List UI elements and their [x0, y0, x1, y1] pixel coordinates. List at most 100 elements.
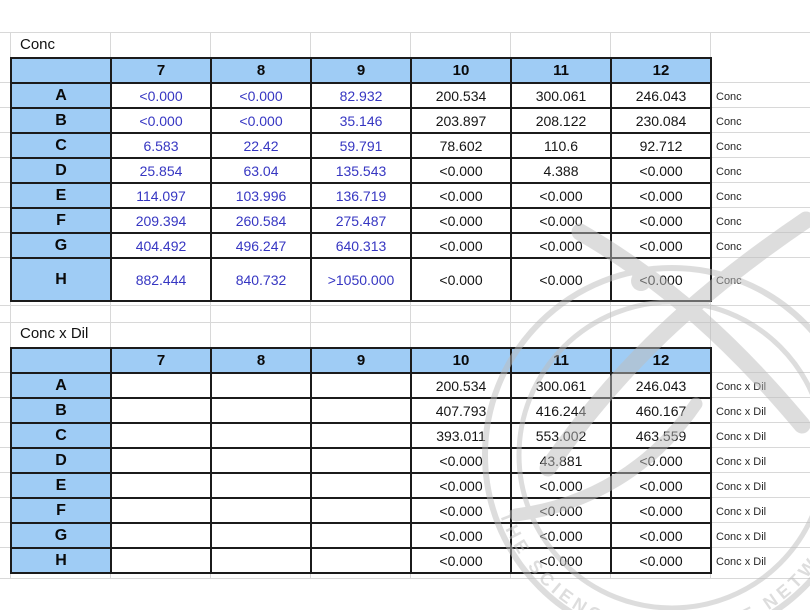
- table2-cell-D9[interactable]: [312, 449, 412, 474]
- table1-row-label-F[interactable]: F: [12, 209, 112, 234]
- table2-column-header-9[interactable]: 9: [312, 349, 412, 374]
- table2-cell-B11[interactable]: 416.244: [512, 399, 612, 424]
- table2-cell-H10[interactable]: <0.000: [412, 549, 512, 574]
- table1-cell-B7[interactable]: <0.000: [112, 109, 212, 134]
- table1-cell-B12[interactable]: 230.084: [612, 109, 712, 134]
- table2-cell-C7[interactable]: [112, 424, 212, 449]
- table1-cell-E11[interactable]: <0.000: [512, 184, 612, 209]
- table1-cell-E7[interactable]: 114.097: [112, 184, 212, 209]
- table2-cell-A10[interactable]: 200.534: [412, 374, 512, 399]
- table2-column-header-10[interactable]: 10: [412, 349, 512, 374]
- table1-cell-C11[interactable]: 110.6: [512, 134, 612, 159]
- table2-row-label-H[interactable]: H: [12, 549, 112, 574]
- table2-cell-G7[interactable]: [112, 524, 212, 549]
- table1-cell-D8[interactable]: 63.04: [212, 159, 312, 184]
- table1-cell-B8[interactable]: <0.000: [212, 109, 312, 134]
- table2-cell-F10[interactable]: <0.000: [412, 499, 512, 524]
- table2-cell-F9[interactable]: [312, 499, 412, 524]
- table1-column-header-9[interactable]: 9: [312, 59, 412, 84]
- table2-column-header-11[interactable]: 11: [512, 349, 612, 374]
- table2-cell-C9[interactable]: [312, 424, 412, 449]
- table2-row-label-F[interactable]: F: [12, 499, 112, 524]
- table1-cell-D7[interactable]: 25.854: [112, 159, 212, 184]
- table1-cell-H8[interactable]: 840.732: [212, 259, 312, 302]
- table2-cell-A12[interactable]: 246.043: [612, 374, 712, 399]
- table1-cell-G8[interactable]: 496.247: [212, 234, 312, 259]
- table1-row-label-B[interactable]: B: [12, 109, 112, 134]
- table2-column-header-7[interactable]: 7: [112, 349, 212, 374]
- table1-cell-E8[interactable]: 103.996: [212, 184, 312, 209]
- table2-cell-G11[interactable]: <0.000: [512, 524, 612, 549]
- table1-cell-C12[interactable]: 92.712: [612, 134, 712, 159]
- table2-cell-F8[interactable]: [212, 499, 312, 524]
- table2-corner-cell[interactable]: [12, 349, 112, 374]
- table1-cell-F11[interactable]: <0.000: [512, 209, 612, 234]
- table2-cell-F12[interactable]: <0.000: [612, 499, 712, 524]
- table2-row-annotation-H[interactable]: Conc x Dil: [716, 555, 767, 568]
- table2-row-annotation-A[interactable]: Conc x Dil: [716, 380, 767, 393]
- table1-row-label-A[interactable]: A: [12, 84, 112, 109]
- table2-cell-C10[interactable]: 393.011: [412, 424, 512, 449]
- table1-row-annotation-C[interactable]: Conc: [716, 140, 742, 153]
- table2-cell-C12[interactable]: 463.559: [612, 424, 712, 449]
- table1-cell-C9[interactable]: 59.791: [312, 134, 412, 159]
- table2-cell-D11[interactable]: 43.881: [512, 449, 612, 474]
- table2-cell-G8[interactable]: [212, 524, 312, 549]
- table1-corner-cell[interactable]: [12, 59, 112, 84]
- table2-row-annotation-E[interactable]: Conc x Dil: [716, 480, 767, 493]
- table1-cell-E12[interactable]: <0.000: [612, 184, 712, 209]
- table1-cell-A11[interactable]: 300.061: [512, 84, 612, 109]
- table2-cell-F7[interactable]: [112, 499, 212, 524]
- table1-cell-A7[interactable]: <0.000: [112, 84, 212, 109]
- table1-row-label-E[interactable]: E: [12, 184, 112, 209]
- table2-cell-G10[interactable]: <0.000: [412, 524, 512, 549]
- table1-cell-D10[interactable]: <0.000: [412, 159, 512, 184]
- table1-title-cell[interactable]: Conc: [20, 36, 56, 53]
- table1-column-header-12[interactable]: 12: [612, 59, 712, 84]
- table1-cell-A8[interactable]: <0.000: [212, 84, 312, 109]
- table2-cell-A11[interactable]: 300.061: [512, 374, 612, 399]
- table1-cell-G12[interactable]: <0.000: [612, 234, 712, 259]
- table1-cell-H12[interactable]: <0.000: [612, 259, 712, 302]
- table2-cell-G9[interactable]: [312, 524, 412, 549]
- table2-cell-A8[interactable]: [212, 374, 312, 399]
- table1-column-header-11[interactable]: 11: [512, 59, 612, 84]
- table1-cell-H9[interactable]: >1050.000: [312, 259, 412, 302]
- table2-column-header-12[interactable]: 12: [612, 349, 712, 374]
- table2-row-label-B[interactable]: B: [12, 399, 112, 424]
- table2-cell-E9[interactable]: [312, 474, 412, 499]
- table1-cell-H11[interactable]: <0.000: [512, 259, 612, 302]
- table2-row-label-E[interactable]: E: [12, 474, 112, 499]
- table2-row-annotation-D[interactable]: Conc x Dil: [716, 455, 767, 468]
- table1-cell-H10[interactable]: <0.000: [412, 259, 512, 302]
- table1-cell-B9[interactable]: 35.146: [312, 109, 412, 134]
- table1-cell-E9[interactable]: 136.719: [312, 184, 412, 209]
- table1-cell-F8[interactable]: 260.584: [212, 209, 312, 234]
- table1-row-annotation-B[interactable]: Conc: [716, 115, 742, 128]
- table1-row-label-D[interactable]: D: [12, 159, 112, 184]
- table2-column-header-8[interactable]: 8: [212, 349, 312, 374]
- table2-cell-B7[interactable]: [112, 399, 212, 424]
- table2-cell-B10[interactable]: 407.793: [412, 399, 512, 424]
- table2-row-annotation-F[interactable]: Conc x Dil: [716, 505, 767, 518]
- table2-cell-H8[interactable]: [212, 549, 312, 574]
- table2-title-cell[interactable]: Conc x Dil: [20, 325, 89, 342]
- table1-cell-C8[interactable]: 22.42: [212, 134, 312, 159]
- table1-column-header-7[interactable]: 7: [112, 59, 212, 84]
- table1-cell-F7[interactable]: 209.394: [112, 209, 212, 234]
- table2-cell-A9[interactable]: [312, 374, 412, 399]
- table2-cell-H9[interactable]: [312, 549, 412, 574]
- table1-cell-C7[interactable]: 6.583: [112, 134, 212, 159]
- table2-row-label-A[interactable]: A: [12, 374, 112, 399]
- table1-row-annotation-F[interactable]: Conc: [716, 215, 742, 228]
- table2-cell-D7[interactable]: [112, 449, 212, 474]
- table1-cell-E10[interactable]: <0.000: [412, 184, 512, 209]
- table1-row-label-C[interactable]: C: [12, 134, 112, 159]
- table1-column-header-10[interactable]: 10: [412, 59, 512, 84]
- table2-cell-A7[interactable]: [112, 374, 212, 399]
- table2-cell-H12[interactable]: <0.000: [612, 549, 712, 574]
- table2-cell-E8[interactable]: [212, 474, 312, 499]
- table2-cell-C11[interactable]: 553.002: [512, 424, 612, 449]
- table1-row-annotation-H[interactable]: Conc: [716, 274, 742, 287]
- table2-cell-G12[interactable]: <0.000: [612, 524, 712, 549]
